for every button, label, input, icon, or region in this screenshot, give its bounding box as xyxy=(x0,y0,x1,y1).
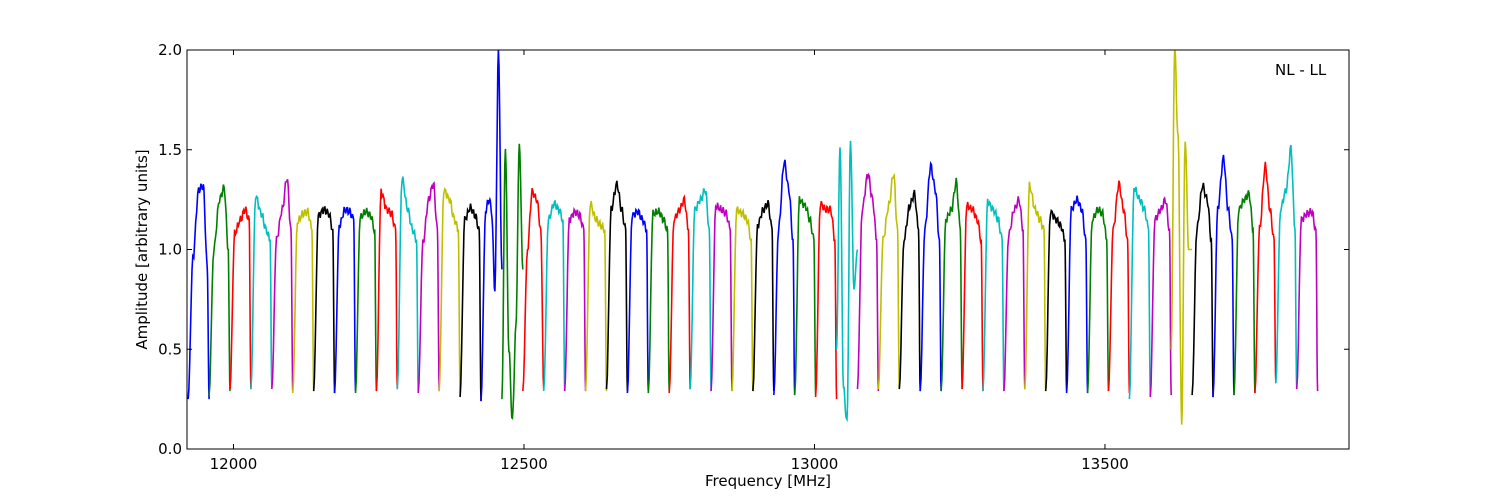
y-tick-label: 2.0 xyxy=(158,41,182,59)
series-line-40 xyxy=(1003,196,1026,392)
series-line-9 xyxy=(354,207,378,394)
series-line-14 xyxy=(459,203,482,402)
series-line-24 xyxy=(668,194,691,394)
series-line-28 xyxy=(752,200,775,392)
x-tick-label: 12000 xyxy=(210,455,258,473)
series-line-27 xyxy=(731,206,754,392)
series-line-11 xyxy=(396,176,419,392)
series-line-37 xyxy=(940,177,963,392)
series-line-48 xyxy=(1170,50,1193,425)
series-line-38 xyxy=(961,201,984,392)
series-line-16 xyxy=(501,143,524,421)
series-line-52 xyxy=(1254,161,1277,394)
x-axis-label: Frequency [MHz] xyxy=(705,472,831,490)
series-line-6 xyxy=(291,207,315,394)
y-tick-label: 1.0 xyxy=(158,241,182,259)
series-line-34 xyxy=(877,172,901,390)
series-line-51 xyxy=(1233,190,1256,396)
series-line-21 xyxy=(605,180,629,392)
x-tick-label: 13500 xyxy=(1081,455,1129,473)
series-line-41 xyxy=(1024,181,1047,392)
series-line-3 xyxy=(229,206,252,390)
series-line-53 xyxy=(1275,144,1298,390)
series-line-32 xyxy=(835,140,859,423)
series-line-36 xyxy=(919,160,942,392)
series-line-1 xyxy=(187,183,210,400)
series-line-42 xyxy=(1044,209,1068,392)
series-line-13 xyxy=(438,187,461,396)
plot-lines xyxy=(187,50,1319,425)
series-line-23 xyxy=(647,207,670,394)
series-line-30 xyxy=(793,196,817,396)
series-line-43 xyxy=(1065,195,1089,394)
series-line-44 xyxy=(1086,206,1110,394)
series-line-18 xyxy=(542,200,566,392)
series-line-49 xyxy=(1191,182,1214,398)
series-line-39 xyxy=(982,198,1005,392)
ticks: 12000 12500 13000 13500 0.0 0.5 1.0 1.5 2.0 xyxy=(158,41,1349,473)
series-line-22 xyxy=(626,207,650,394)
x-tick-label: 12500 xyxy=(500,455,548,473)
y-tick-label: 1.5 xyxy=(158,141,182,159)
series-line-33 xyxy=(856,172,880,392)
series-line-10 xyxy=(375,188,399,392)
series-line-12 xyxy=(417,181,440,394)
plot-frame xyxy=(186,49,1350,450)
series-line-45 xyxy=(1107,180,1131,394)
series-line-35 xyxy=(898,189,921,392)
series-line-29 xyxy=(773,159,796,396)
series-line-26 xyxy=(710,202,733,392)
series-line-17 xyxy=(522,187,545,392)
series-line-50 xyxy=(1212,154,1235,398)
series-line-31 xyxy=(814,200,838,400)
series-line-15 xyxy=(480,50,503,402)
annotation-label: NL - LL xyxy=(1275,61,1327,79)
series-line-8 xyxy=(333,206,357,394)
series-line-7 xyxy=(312,205,336,394)
series-line-19 xyxy=(563,206,587,392)
series-line-4 xyxy=(250,194,273,390)
y-axis-label: Amplitude [arbitrary units] xyxy=(133,149,151,349)
series-line-46 xyxy=(1128,186,1152,400)
y-tick-label: 0.5 xyxy=(158,340,182,358)
series-line-54 xyxy=(1295,208,1319,392)
series-line-25 xyxy=(689,188,712,392)
series-line-5 xyxy=(271,178,294,392)
series-line-2 xyxy=(208,184,231,396)
y-tick-label: 0.0 xyxy=(158,440,182,458)
x-tick-label: 13000 xyxy=(791,455,839,473)
series-line-20 xyxy=(584,200,608,392)
series-line-47 xyxy=(1149,196,1172,398)
